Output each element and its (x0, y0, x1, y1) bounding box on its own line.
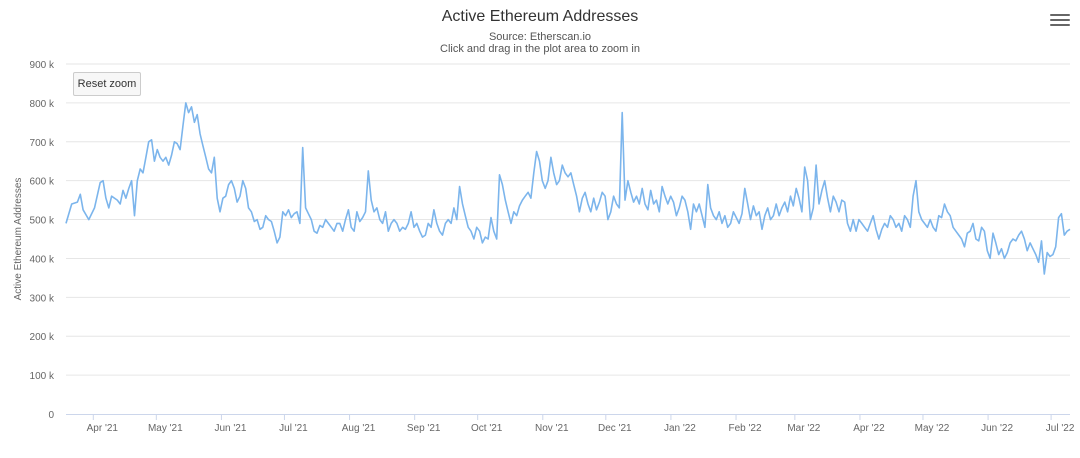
x-tick-label: Apr '21 (87, 423, 119, 434)
y-tick-label: 700 k (30, 138, 55, 149)
menu-bar-bottom (1050, 24, 1070, 26)
grid-lines (66, 63, 1070, 376)
x-tick-label: Jul '21 (279, 423, 308, 434)
x-tick-label: Aug '21 (342, 423, 376, 434)
y-axis-ticks: 0 100 k 200 k 300 k 400 k 500 k 600 k 700 k 800 … (30, 60, 55, 421)
menu-bar-top (1050, 14, 1070, 16)
x-tick-label: May '22 (915, 423, 950, 434)
y-tick-label: 600 k (30, 177, 55, 188)
x-tick-label: Apr '22 (853, 423, 885, 434)
x-tick-label: Sep '21 (407, 423, 441, 434)
series-line[interactable] (65, 102, 1071, 275)
y-tick-label: 100 k (30, 371, 55, 382)
x-tick-label: Jun '21 (214, 423, 246, 434)
y-tick-label: 800 k (30, 99, 55, 110)
x-tick-label: Jul '22 (1046, 423, 1075, 434)
y-tick-label: 900 k (30, 60, 55, 71)
y-axis-title: Active Ethereum Addresses (13, 178, 24, 301)
y-tick-label: 0 (48, 410, 54, 421)
x-tick-label: Jun '22 (981, 423, 1013, 434)
y-tick-label: 500 k (30, 216, 55, 227)
hamburger-menu-icon[interactable] (1050, 12, 1070, 28)
chart-title: Active Ethereum Addresses (441, 8, 639, 25)
x-tick-label: Jan '22 (664, 423, 696, 434)
x-tick-label: Mar '22 (787, 423, 820, 434)
x-tick-label: Nov '21 (535, 423, 569, 434)
y-tick-label: 400 k (30, 254, 55, 265)
x-tick-label: Dec '21 (598, 423, 632, 434)
reset-zoom-button[interactable]: Reset zoom (73, 72, 141, 96)
menu-bar-middle (1050, 19, 1070, 21)
x-axis-ticks: Apr '21 May '21 Jun '21 Jul '21 Aug '21 Sep '… (87, 414, 1075, 434)
x-tick-label: May '21 (148, 423, 183, 434)
chart-subtitle: Source: Etherscan.io (488, 31, 592, 43)
zoom-hint: Click and drag in the plot area to zoom … (440, 43, 640, 55)
y-tick-label: 300 k (30, 293, 55, 304)
x-tick-label: Feb '22 (729, 423, 762, 434)
x-tick-label: Oct '21 (471, 423, 503, 434)
y-tick-label: 200 k (30, 332, 55, 343)
